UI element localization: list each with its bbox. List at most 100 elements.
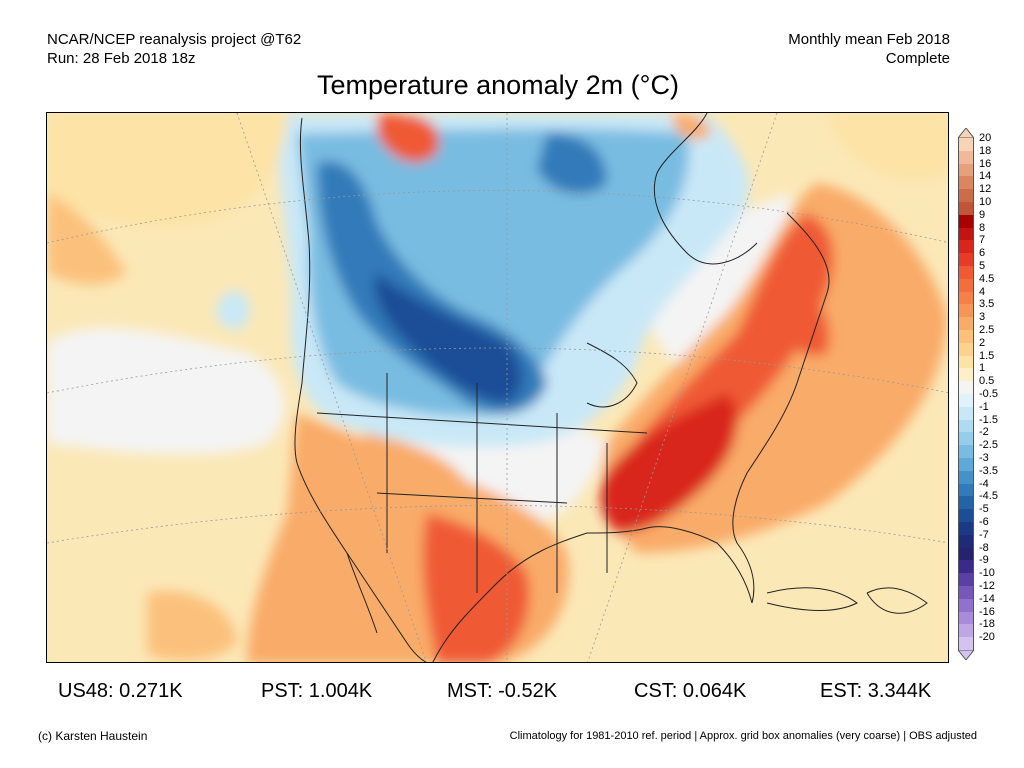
anomaly-map-svg — [47, 113, 948, 662]
coastlines — [294, 113, 928, 662]
legend-label: -8 — [979, 541, 989, 554]
legend-swatch — [958, 330, 974, 344]
legend-cap-bottom — [958, 650, 974, 660]
legend-label: 2.5 — [979, 324, 995, 336]
legend-swatch — [958, 214, 974, 229]
legend-swatch — [958, 368, 974, 382]
legend-label: -3 — [979, 452, 989, 464]
legend-label: 8 — [979, 221, 986, 234]
legend-swatch — [958, 240, 974, 254]
stat-us48: US48: 0.271K — [58, 680, 183, 702]
legend-label: 12 — [979, 183, 992, 196]
legend-swatch — [958, 342, 974, 357]
legend-cap-top — [958, 128, 974, 138]
legend-swatch — [958, 534, 974, 549]
legend-swatch — [958, 227, 974, 241]
legend-swatch — [958, 202, 974, 216]
legend-swatch — [958, 394, 974, 408]
legend-label: -1.5 — [979, 413, 998, 426]
legend-label: -16 — [979, 605, 995, 618]
legend-label: -20 — [979, 631, 995, 644]
climatology-note: Climatology for 1981-2010 ref. period | … — [509, 730, 977, 742]
legend-label: 4.5 — [979, 272, 995, 285]
legend-label: -1 — [979, 400, 989, 413]
legend-label: -14 — [979, 592, 995, 605]
legend-label: 2 — [979, 336, 986, 349]
legend-label: -18 — [979, 618, 995, 631]
legend-label: 0.5 — [979, 375, 995, 388]
header-left: NCAR/NCEP reanalysis project @T62 Run: 2… — [47, 30, 301, 68]
dataset-label: NCAR/NCEP reanalysis project @T62 — [47, 31, 302, 48]
status-label: Complete — [885, 50, 950, 67]
map-title: Temperature anomaly 2m (°C) — [317, 70, 679, 100]
legend-swatch — [958, 432, 974, 446]
legend-swatch — [958, 291, 974, 305]
color-legend: 20 18 16 14 12 10 9 8 7 6 5 4.5 4 3.5 3 2.5 2 1.5 1 0.5 -0.5… — [958, 128, 1020, 660]
legend-swatch — [958, 509, 974, 523]
legend-swatch — [958, 573, 974, 587]
legend-label: 1 — [979, 362, 986, 375]
legend-swatch — [958, 470, 974, 485]
legend-swatch — [958, 355, 974, 369]
period-label: Monthly mean Feb 2018 — [788, 31, 950, 48]
legend-swatch — [958, 598, 974, 613]
legend-label: -3.5 — [979, 464, 998, 477]
legend-label: -2 — [979, 426, 989, 439]
legend-label: 14 — [979, 170, 992, 183]
legend-label: -10 — [979, 567, 995, 580]
legend-swatch — [958, 496, 974, 510]
legend-label: 10 — [979, 196, 992, 208]
legend-label: -4 — [979, 477, 989, 490]
legend-swatch — [958, 163, 974, 177]
legend-swatch — [958, 304, 974, 318]
legend-label: 20 — [979, 132, 992, 144]
legend-label: 3.5 — [979, 298, 995, 311]
graticule — [47, 113, 948, 662]
legend-swatch — [958, 176, 974, 190]
legend-swatch — [958, 624, 974, 638]
legend-label: -7 — [979, 528, 989, 541]
legend-swatch — [958, 483, 974, 497]
legend-swatch — [958, 317, 974, 331]
legend-swatch — [958, 266, 974, 280]
legend-label: 16 — [979, 157, 992, 170]
anomaly-fields — [47, 113, 948, 662]
legend-swatch — [958, 522, 974, 536]
legend-label: -6 — [979, 516, 989, 528]
legend-swatch — [958, 547, 974, 561]
legend-swatch — [958, 253, 974, 267]
legend-label: 7 — [979, 234, 986, 247]
legend-swatch — [958, 458, 974, 472]
legend-swatch — [958, 189, 974, 203]
legend-swatch — [958, 150, 974, 165]
legend-label: -2.5 — [979, 439, 998, 452]
legend-label: 9 — [979, 208, 986, 221]
stat-est: EST: 3.344K — [820, 680, 932, 702]
legend-label: 18 — [979, 144, 992, 157]
anomaly-map — [46, 112, 949, 663]
legend-label: -4.5 — [979, 490, 998, 503]
legend-swatch — [958, 637, 974, 651]
stat-cst: CST: 0.064K — [634, 680, 747, 702]
regional-stats: US48: 0.271K PST: 1.004K MST: -0.52K CST: 0… — [0, 680, 1024, 706]
legend-label: 6 — [979, 247, 986, 260]
legend-swatch — [958, 381, 974, 395]
legend-swatch — [958, 406, 974, 421]
legend-label: 3 — [979, 311, 986, 324]
run-label: Run: 28 Feb 2018 18z — [47, 50, 196, 67]
legend-label: -5 — [979, 503, 989, 516]
credit-label: (c) Karsten Haustein — [38, 729, 148, 743]
stat-pst: PST: 1.004K — [261, 680, 373, 702]
legend-swatch — [958, 560, 974, 574]
legend-label: -9 — [979, 554, 989, 567]
header-right: Monthly mean Feb 2018 Complete — [788, 30, 950, 68]
legend-label: 4 — [979, 285, 986, 298]
legend-swatch — [958, 138, 974, 152]
legend-swatch — [958, 445, 974, 459]
legend-label: 5 — [979, 260, 986, 272]
legend-swatch — [958, 586, 974, 600]
legend-label: -12 — [979, 580, 995, 592]
legend-swatch — [958, 278, 974, 293]
legend-label: 1.5 — [979, 349, 995, 362]
stat-mst: MST: -0.52K — [447, 680, 558, 702]
